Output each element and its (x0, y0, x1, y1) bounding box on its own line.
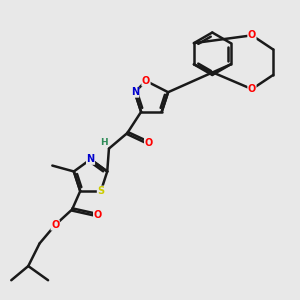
Text: O: O (94, 210, 102, 220)
Text: S: S (97, 186, 104, 196)
Text: O: O (248, 30, 256, 40)
Text: O: O (145, 138, 153, 148)
Text: O: O (142, 76, 150, 86)
Text: N: N (86, 154, 94, 164)
Text: O: O (248, 84, 256, 94)
Text: O: O (51, 220, 59, 230)
Text: N: N (131, 87, 139, 97)
Text: H: H (100, 138, 108, 147)
